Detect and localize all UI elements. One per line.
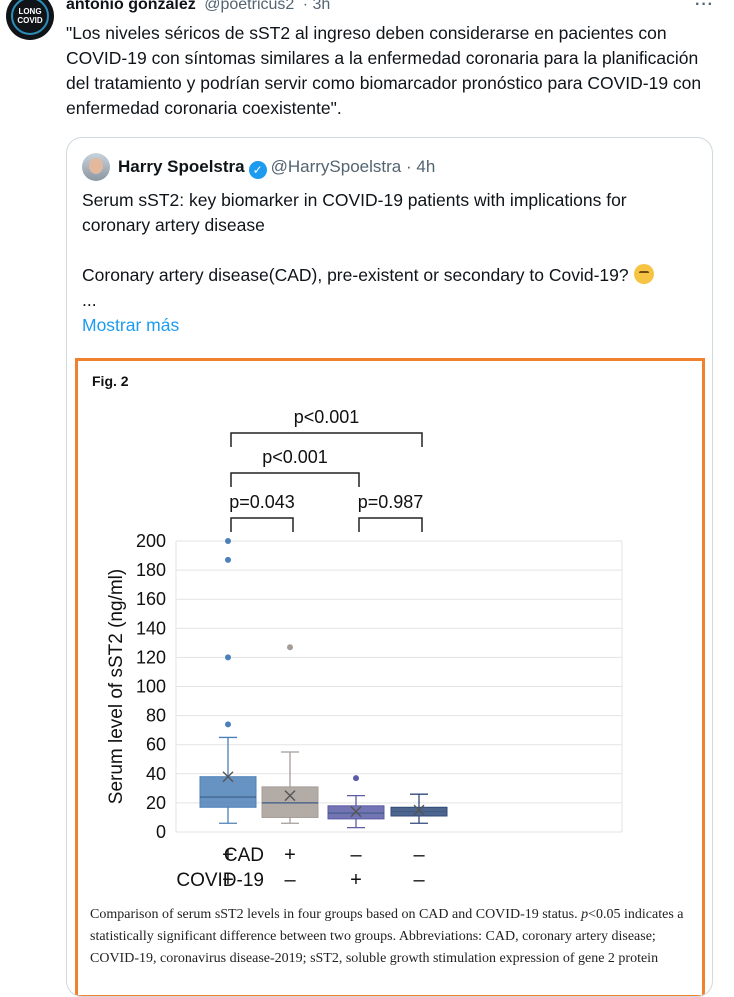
quoted-author-avatar[interactable] xyxy=(82,153,110,181)
avatar-text-line1: LONG xyxy=(18,7,42,16)
covid-sign: – xyxy=(413,869,425,891)
covid-sign: + xyxy=(222,869,234,891)
mean-marker xyxy=(350,806,362,818)
comparison-bracket xyxy=(230,432,423,447)
outlier-point xyxy=(225,654,231,661)
outlier-point xyxy=(287,644,293,651)
more-icon[interactable]: ··· xyxy=(695,0,714,13)
figure-caption: Comparison of serum sST2 levels in four … xyxy=(90,904,690,970)
y-axis-label: Serum level of sST2 (ng/ml) xyxy=(106,569,127,804)
box xyxy=(261,786,319,818)
y-tick-label: 180 xyxy=(136,560,166,580)
quoted-tweet-time[interactable]: · 4h xyxy=(406,157,436,176)
figure-image[interactable]: Fig. 2 0 20 40 60 80 100 120 140 160 180 200 Serum … xyxy=(75,358,705,996)
avatar-text-line2: COVID xyxy=(17,16,43,25)
caption-p-italic: p xyxy=(581,907,589,922)
outlier-point xyxy=(225,721,231,728)
mean-marker xyxy=(413,804,425,816)
caption-text-1: Comparison of serum sST2 levels in four … xyxy=(90,907,582,922)
y-tick-label: 200 xyxy=(136,531,166,551)
mean-marker xyxy=(284,790,296,802)
comparison-bracket xyxy=(230,517,294,532)
verified-badge-icon: ✓ xyxy=(248,161,267,179)
author-avatar[interactable]: LONG COVID xyxy=(6,0,54,40)
y-tick-label: 120 xyxy=(136,647,166,667)
y-tick-label: 100 xyxy=(136,677,166,697)
tweet-header: antonio gonzalez @poetricus2 · 3h xyxy=(66,0,330,14)
quoted-tweet-text: Serum sST2: key biomarker in COVID-19 pa… xyxy=(82,188,692,313)
tweet-text: "Los niveles séricos de sST2 al ingreso … xyxy=(66,23,702,118)
y-tick-label: 80 xyxy=(146,706,166,726)
y-tick-label: 40 xyxy=(146,764,166,784)
avatar-ring xyxy=(11,0,49,35)
cad-sign: – xyxy=(350,844,362,866)
outlier-point xyxy=(225,538,231,544)
p-value-label: p=0.043 xyxy=(229,492,295,512)
quoted-ellipsis: ... xyxy=(82,290,97,310)
p-value-label: p=0.987 xyxy=(358,492,424,512)
quoted-tweet-header: Harry Spoelstra ✓ @HarrySpoelstra · 4h xyxy=(118,157,435,179)
comparison-bracket xyxy=(230,472,360,487)
quoted-paragraph-2: Coronary artery disease(CAD), pre-existe… xyxy=(82,263,692,288)
mean-marker xyxy=(222,771,234,783)
caption-text-2: <0.05 indicates a statistically signific… xyxy=(90,907,684,966)
quoted-paragraph-2-text: Coronary artery disease(CAD), pre-existe… xyxy=(82,265,629,285)
author-handle[interactable]: @poetricus2 xyxy=(204,0,295,13)
cad-sign: + xyxy=(284,844,296,866)
quoted-author-handle[interactable]: @HarrySpoelstra xyxy=(270,157,402,176)
box-plot-chart: 0 20 40 60 80 100 120 140 160 180 200 Serum level o… xyxy=(106,407,623,891)
y-tick-label: 20 xyxy=(146,793,166,813)
y-tick-label: 0 xyxy=(156,822,166,842)
row-label-cad: CAD xyxy=(224,845,264,866)
comparison-bracket xyxy=(358,517,423,532)
outlier-point xyxy=(225,556,231,563)
thinking-face-icon xyxy=(633,264,654,284)
y-tick-label: 60 xyxy=(146,735,166,755)
p-value-label: p<0.001 xyxy=(294,407,360,427)
quoted-paragraph-1: Serum sST2: key biomarker in COVID-19 pa… xyxy=(82,190,627,235)
p-value-label: p<0.001 xyxy=(262,447,328,467)
show-more-link[interactable]: Mostrar más xyxy=(82,315,180,335)
cad-sign: + xyxy=(222,844,234,866)
tweet-time[interactable]: · 3h xyxy=(302,0,331,13)
quoted-tweet[interactable]: Harry Spoelstra ✓ @HarrySpoelstra · 4h Ser… xyxy=(66,137,713,997)
y-tick-label: 160 xyxy=(136,589,166,609)
covid-sign: + xyxy=(350,869,362,891)
cad-sign: – xyxy=(413,844,425,866)
covid-sign: – xyxy=(284,869,296,891)
outlier-point xyxy=(353,775,359,782)
y-tick-label: 140 xyxy=(136,618,166,638)
figure-label: Fig. 2 xyxy=(92,373,129,389)
row-label-covid: COVID-19 xyxy=(176,870,264,891)
author-name[interactable]: antonio gonzalez xyxy=(66,0,196,13)
box xyxy=(199,776,257,808)
quoted-author-name[interactable]: Harry Spoelstra xyxy=(118,157,245,176)
